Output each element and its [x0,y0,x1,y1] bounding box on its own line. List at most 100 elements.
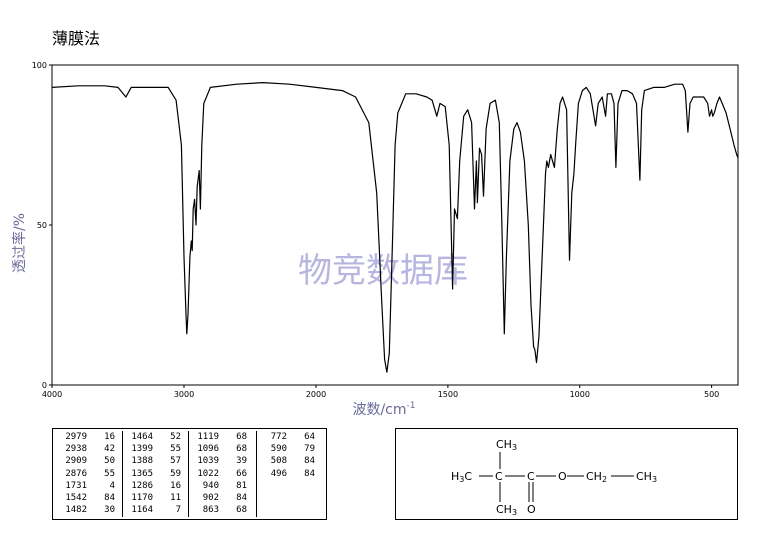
peak-column: 2979 16 2938 42 2909 50 2876 55 1731 4 1542 84 1482 3… [57,431,115,517]
carbonyl-oxygen: O [527,503,536,516]
peak-row: 1388 57 [123,455,181,467]
peak-wavenumber: 2979 [65,432,87,442]
peak-row: 1482 30 [57,504,115,516]
peak-transmittance: 84 [304,456,315,467]
peak-row: 902 84 [189,492,247,504]
peak-wavenumber: 2909 [65,456,87,467]
x-tick-label: 4000 [42,390,62,399]
peak-transmittance: 59 [170,468,181,479]
y-tick-label: 50 [37,221,47,230]
peak-wavenumber: 1286 [131,480,153,491]
peak-transmittance: 7 [175,505,181,516]
peak-wavenumber: 590 [270,444,287,455]
peak-row: 2909 50 [57,455,115,467]
peak-row: 2979 16 [57,431,115,443]
peak-wavenumber: 1096 [197,444,219,455]
peak-wavenumber: 902 [202,492,219,503]
bottom-methyl-sub: 3 [512,508,517,517]
left-methyl-sub: 3 [459,475,464,484]
peak-transmittance: 55 [170,444,181,455]
x-tick-label: 1500 [438,390,458,399]
peak-wavenumber: 1022 [197,468,219,479]
y-tick-label: 0 [42,381,47,390]
peak-row: 1170 11 [123,492,181,504]
peak-row: 2938 42 [57,443,115,455]
x-axis-label: 波数/cm-1 [352,401,415,418]
end-methyl-group: CH [636,470,652,483]
y-axis-label: 透过率/% [11,213,28,273]
top-methyl-group: CH [496,438,512,451]
plot-frame [51,64,739,386]
peak-wavenumber: 1464 [131,432,153,442]
peak-transmittance: 68 [236,505,247,516]
peak-wavenumber: 1542 [65,492,87,503]
peak-wavenumber: 1164 [131,505,153,516]
peak-transmittance: 84 [104,492,115,503]
peak-wavenumber: 1170 [131,492,153,503]
peak-transmittance: 84 [304,468,315,479]
end-methyl-label: CH3 [636,470,657,484]
peak-wavenumber: 2876 [65,468,87,479]
peak-transmittance: 66 [236,468,247,479]
methylene-label: CH2 [586,470,607,484]
peak-wavenumber: 1039 [197,456,219,467]
peak-row: 1022 66 [189,468,247,480]
peak-row: 1164 7 [123,504,181,516]
peak-transmittance: 68 [236,444,247,455]
spectrum-line [51,82,739,373]
end-methyl-sub: 3 [652,475,657,484]
top-methyl-sub: 3 [512,443,517,452]
x-axis-label-text: 波数/cm [352,402,406,418]
peak-wavenumber: 772 [270,432,287,442]
peak-transmittance: 50 [104,456,115,467]
peak-wavenumber: 1119 [197,432,219,442]
page-title: 薄膜法 [52,29,101,48]
peak-row: 590 79 [257,443,315,455]
quaternary-carbon: C [495,470,503,483]
peak-wavenumber: 1731 [65,480,87,491]
peak-transmittance: 16 [170,480,181,491]
peak-wavenumber: 863 [202,505,219,516]
peak-wavenumber: 2938 [65,444,87,455]
peak-table: 2979 16 2938 42 2909 50 2876 55 1731 4 1542 84 1482 3… [52,428,327,520]
x-axis-label-exponent: -1 [407,401,416,411]
peak-row: 1119 68 [189,431,247,443]
left-methyl-label: H3C [451,470,472,484]
peak-transmittance: 39 [236,456,247,467]
peak-row: 1731 4 [57,480,115,492]
peak-transmittance: 42 [104,444,115,455]
peak-transmittance: 16 [104,432,115,442]
peak-wavenumber: 508 [270,456,287,467]
x-tick-label: 500 [704,390,719,399]
peak-row: 1096 68 [189,443,247,455]
peak-transmittance: 52 [170,432,181,442]
peak-transmittance: 79 [304,444,315,455]
peak-row: 496 84 [257,468,315,480]
peak-row: 772 64 [257,431,315,443]
methylene-group: CH [586,470,602,483]
peak-transmittance: 81 [236,480,247,491]
peak-column: 1464 52 1399 55 1388 57 1365 59 1286 16 1170 11 1164… [122,431,181,517]
ester-oxygen: O [558,470,567,483]
left-methyl-c: C [464,470,472,483]
carbonyl-carbon: C [527,470,535,483]
y-tick-label: 100 [32,61,47,70]
left-methyl-h: H [451,470,459,483]
ir-spectrum-chart: 0 50 100 4000 3000 2000 1500 1000 500 物竞数据库 透过率… [11,61,739,418]
x-axis-ticks: 4000 3000 2000 1500 1000 500 [42,385,719,399]
peak-wavenumber: 1482 [65,505,87,516]
peak-transmittance: 64 [304,432,315,442]
peak-row: 1286 16 [123,480,181,492]
x-tick-label: 1000 [570,390,590,399]
structure-box: CH3 H3C C C O CH2 CH3 CH3 O [395,428,738,520]
methylene-sub: 2 [602,475,607,484]
peak-wavenumber: 1399 [131,444,153,455]
peak-row: 508 84 [257,455,315,467]
peak-transmittance: 11 [170,492,181,503]
x-tick-label: 3000 [174,390,194,399]
peak-transmittance: 57 [170,456,181,467]
watermark: 物竞数据库 [298,251,468,291]
peak-transmittance: 30 [104,505,115,516]
peak-row: 863 68 [189,504,247,516]
peak-transmittance: 68 [236,432,247,442]
